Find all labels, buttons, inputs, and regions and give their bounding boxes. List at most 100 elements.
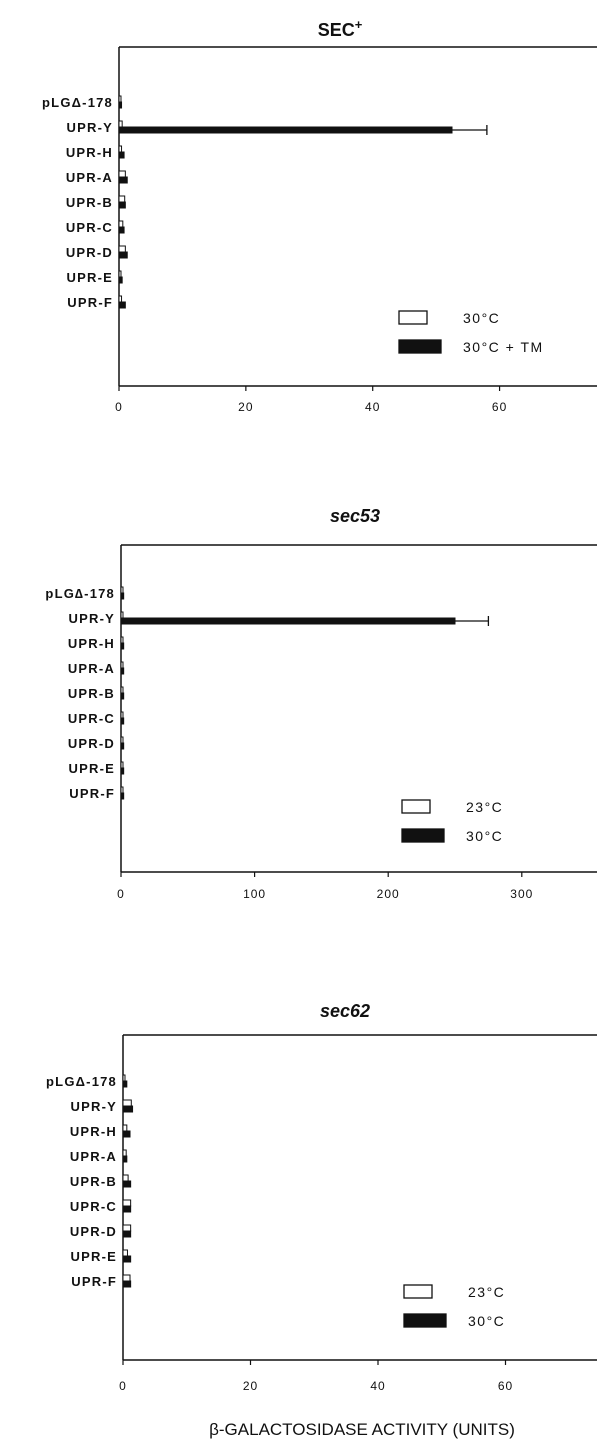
bar-solid [118, 226, 125, 234]
bar-solid [120, 767, 125, 775]
x-axis-label: β-GALACTOSIDASE ACTIVITY (UNITS) [209, 1420, 515, 1439]
x-tick-label: 60 [492, 400, 507, 414]
legend-label: 30°C [468, 1313, 505, 1329]
x-tick-label: 0 [119, 1379, 127, 1393]
bar-solid [118, 151, 125, 159]
bar-solid [122, 1230, 132, 1238]
bar-open [118, 270, 122, 278]
x-tick-label: 0 [115, 400, 123, 414]
bar-solid [118, 276, 123, 284]
legend-swatch-open [398, 310, 428, 325]
category-label: UPR-H [68, 636, 115, 651]
legend-label: 30°C + TM [463, 339, 544, 355]
chart-title: SEC+ [318, 17, 363, 40]
bar-solid [118, 301, 126, 309]
bar-open [118, 120, 123, 128]
category-label: UPR-E [67, 270, 113, 285]
legend-label: 30°C [463, 310, 500, 326]
bar-open [122, 1199, 132, 1207]
category-label: UPR-B [70, 1174, 117, 1189]
chart-title: sec53 [330, 506, 380, 526]
x-tick-label: 20 [238, 400, 253, 414]
bar-solid [122, 1180, 132, 1188]
category-label: UPR-D [66, 245, 113, 260]
x-tick-label: 0 [117, 887, 125, 901]
category-label: UPR-F [67, 295, 113, 310]
bar-open [122, 1099, 132, 1107]
x-tick-label: 40 [370, 1379, 385, 1393]
x-tick-label: 200 [377, 887, 400, 901]
bar-solid [118, 126, 453, 134]
bar-open [118, 295, 123, 303]
bar-solid [120, 667, 125, 675]
bar-solid [120, 742, 125, 750]
bar-open [122, 1224, 132, 1232]
bar-open [120, 686, 124, 694]
bar-open [120, 661, 124, 669]
bar-open [120, 711, 124, 719]
category-label: UPR-E [71, 1249, 117, 1264]
legend-label: 23°C [466, 799, 503, 815]
category-label: UPR-C [70, 1199, 117, 1214]
category-label: UPR-C [68, 711, 115, 726]
x-tick-label: 300 [510, 887, 533, 901]
category-label: UPR-Y [71, 1099, 117, 1114]
bar-solid [122, 1130, 131, 1138]
bar-open [118, 145, 123, 153]
bar-solid [120, 692, 125, 700]
category-label: pLGΔ-178 [46, 1074, 117, 1089]
bar-open [120, 736, 124, 744]
bar-solid [122, 1255, 132, 1263]
x-tick-label: 100 [243, 887, 266, 901]
legend-swatch-open [401, 799, 431, 814]
bar-open [122, 1174, 129, 1182]
category-label: UPR-F [71, 1274, 117, 1289]
chart-panel-2: sec53 0 100 200 300 pLG∆-178 UPR-Y UPR-H UPR-A UP… [45, 506, 597, 901]
bar-open [118, 245, 126, 253]
category-label: UPR-B [66, 195, 113, 210]
bar-solid [120, 592, 125, 600]
category-label: pLGΔ-178 [42, 95, 113, 110]
bar-solid [122, 1105, 134, 1113]
bar-solid [122, 1280, 132, 1288]
category-label: UPR-C [66, 220, 113, 235]
legend-swatch-solid [398, 339, 442, 354]
bar-open [118, 220, 124, 228]
legend-swatch-open [403, 1284, 433, 1299]
category-label: UPR-B [68, 686, 115, 701]
legend-swatch-solid [403, 1313, 447, 1328]
chart-panel-1: SEC+ 0 20 40 60 pLGΔ-178 UPR-Y UPR-H UPR-A UPR-B U… [42, 17, 597, 414]
bar-solid [122, 1080, 128, 1088]
chart-title: sec62 [320, 1001, 370, 1021]
category-label: UPR-E [69, 761, 115, 776]
chart-panel-3: sec62 0 20 40 60 pLGΔ-178 UPR-Y UPR-H UPR-A UPR-B… [46, 1001, 597, 1393]
legend-swatch-solid [401, 828, 445, 843]
legend-label: 23°C [468, 1284, 505, 1300]
bar-open [118, 170, 126, 178]
bar-open [122, 1249, 128, 1257]
bar-solid [122, 1155, 128, 1163]
category-label: UPR-A [70, 1149, 117, 1164]
bar-solid [118, 201, 126, 209]
category-label: UPR-D [70, 1224, 117, 1239]
category-label: UPR-H [70, 1124, 117, 1139]
bar-solid [120, 792, 125, 800]
category-label: UPR-Y [67, 120, 113, 135]
bar-open [120, 761, 124, 769]
category-label: UPR-A [68, 661, 115, 676]
bar-open [118, 95, 122, 103]
bar-open [120, 611, 124, 619]
bar-open [122, 1149, 127, 1157]
bar-open [118, 195, 126, 203]
bar-solid [118, 176, 128, 184]
bar-open [120, 586, 124, 594]
bar-open [122, 1124, 128, 1132]
bar-solid [120, 717, 125, 725]
bar-solid [120, 642, 125, 650]
x-tick-label: 60 [498, 1379, 513, 1393]
chart-title-superscript: + [355, 17, 363, 32]
category-label: UPR-H [66, 145, 113, 160]
bar-open [120, 786, 124, 794]
category-label: UPR-A [66, 170, 113, 185]
